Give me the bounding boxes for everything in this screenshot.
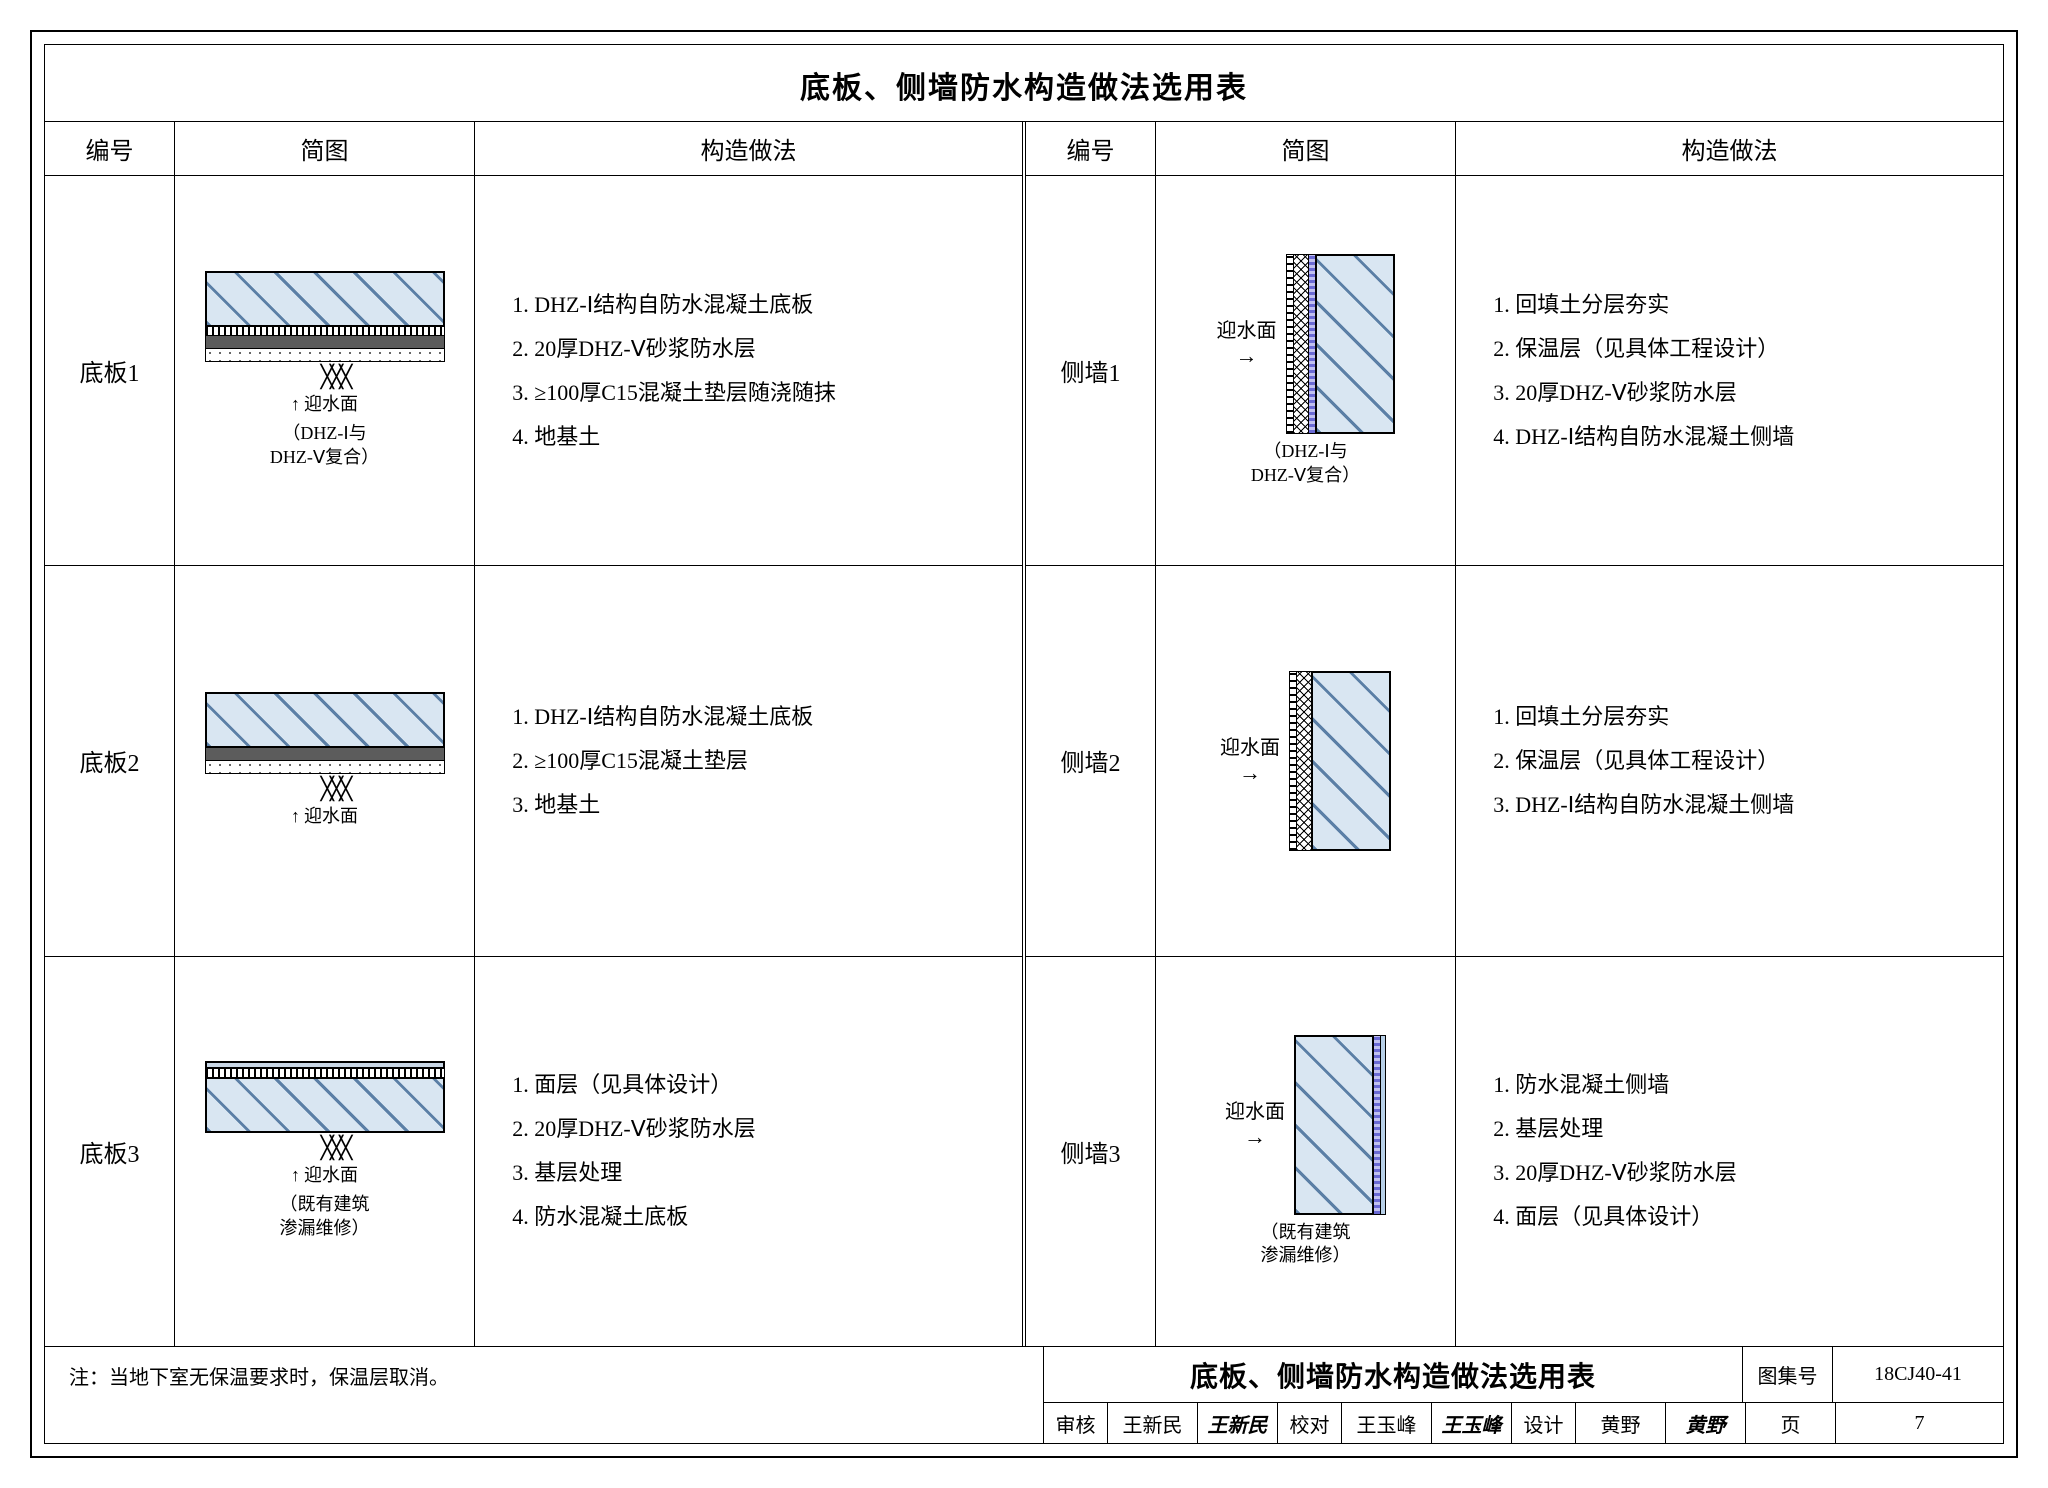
hdr-diag: 简图 — [175, 122, 475, 176]
sheet-inner: 底板、侧墙防水构造做法选用表 编号 简图 构造做法 底板1╳╳╳迎水面（DHZ-… — [44, 44, 2004, 1444]
selection-table: 编号 简图 构造做法 底板1╳╳╳迎水面（DHZ-Ⅰ与 DHZ-Ⅴ复合）DHZ-… — [45, 121, 2003, 1347]
title-block: 底板、侧墙防水构造做法选用表 图集号 18CJ40-41 审核王新民王新民校对王… — [1043, 1347, 2003, 1443]
tb-field-key: 校对 — [1278, 1403, 1342, 1443]
right-half: 编号 简图 构造做法 侧墙1迎水面→（DHZ-Ⅰ与 DHZ-Ⅴ复合）回填土分层夯… — [1022, 122, 2003, 1346]
header-row: 编号 简图 构造做法 — [1026, 122, 2003, 176]
row-id: 侧墙2 — [1026, 566, 1156, 955]
row-method: 回填土分层夯实保温层（见具体工程设计）DHZ-Ⅰ结构自防水混凝土侧墙 — [1456, 566, 2003, 955]
table-row: 侧墙2迎水面→回填土分层夯实保温层（见具体工程设计）DHZ-Ⅰ结构自防水混凝土侧… — [1026, 566, 2003, 956]
drawing-sheet: 底板、侧墙防水构造做法选用表 编号 简图 构造做法 底板1╳╳╳迎水面（DHZ-… — [30, 30, 2018, 1458]
tb-field-key: 设计 — [1512, 1403, 1576, 1443]
hdr-desc: 构造做法 — [1456, 122, 2003, 176]
hdr-desc: 构造做法 — [475, 122, 1022, 176]
row-id: 底板2 — [45, 566, 175, 955]
row-method: 防水混凝土侧墙基层处理20厚DHZ-Ⅴ砂浆防水层面层（见具体设计） — [1456, 957, 2003, 1346]
table-row: 侧墙1迎水面→（DHZ-Ⅰ与 DHZ-Ⅴ复合）回填土分层夯实保温层（见具体工程设… — [1026, 176, 2003, 566]
row-id: 侧墙3 — [1026, 957, 1156, 1346]
left-rows: 底板1╳╳╳迎水面（DHZ-Ⅰ与 DHZ-Ⅴ复合）DHZ-Ⅰ结构自防水混凝土底板… — [45, 176, 1022, 1346]
row-method: 面层（见具体设计）20厚DHZ-Ⅴ砂浆防水层基层处理防水混凝土底板 — [475, 957, 1022, 1346]
hdr-diag: 简图 — [1156, 122, 1456, 176]
hdr-id: 编号 — [1026, 122, 1156, 176]
tb-field-name: 王新民 — [1108, 1403, 1198, 1443]
row-diagram: ╳╳╳迎水面（DHZ-Ⅰ与 DHZ-Ⅴ复合） — [175, 176, 475, 565]
tb-field-name: 黄野 — [1576, 1403, 1666, 1443]
table-row: 底板2╳╳╳迎水面DHZ-Ⅰ结构自防水混凝土底板≥100厚C15混凝土垫层地基土 — [45, 566, 1022, 956]
footer: 注：当地下室无保温要求时，保温层取消。 底板、侧墙防水构造做法选用表 图集号 1… — [45, 1347, 2003, 1443]
tb-field-name: 王玉峰 — [1342, 1403, 1432, 1443]
row-diagram: ╳╳╳迎水面（既有建筑 渗漏维修） — [175, 957, 475, 1346]
tb-signatures: 审核王新民王新民校对王玉峰王玉峰设计黄野黄野页7 — [1044, 1403, 2003, 1443]
footnote: 注：当地下室无保温要求时，保温层取消。 — [45, 1347, 1043, 1443]
page-number: 7 — [1836, 1403, 2003, 1443]
row-diagram: 迎水面→（既有建筑 渗漏维修） — [1156, 957, 1456, 1346]
right-rows: 侧墙1迎水面→（DHZ-Ⅰ与 DHZ-Ⅴ复合）回填土分层夯实保温层（见具体工程设… — [1026, 176, 2003, 1346]
header-row: 编号 简图 构造做法 — [45, 122, 1022, 176]
row-diagram: 迎水面→（DHZ-Ⅰ与 DHZ-Ⅴ复合） — [1156, 176, 1456, 565]
page-label: 页 — [1746, 1403, 1836, 1443]
atlas-value: 18CJ40-41 — [1833, 1347, 2003, 1402]
atlas-label: 图集号 — [1743, 1347, 1833, 1402]
row-method: 回填土分层夯实保温层（见具体工程设计）20厚DHZ-Ⅴ砂浆防水层DHZ-Ⅰ结构自… — [1456, 176, 2003, 565]
row-diagram: ╳╳╳迎水面 — [175, 566, 475, 955]
row-id: 底板1 — [45, 176, 175, 565]
tb-title: 底板、侧墙防水构造做法选用表 — [1044, 1347, 1743, 1402]
left-half: 编号 简图 构造做法 底板1╳╳╳迎水面（DHZ-Ⅰ与 DHZ-Ⅴ复合）DHZ-… — [45, 122, 1022, 1346]
hdr-id: 编号 — [45, 122, 175, 176]
row-id: 底板3 — [45, 957, 175, 1346]
tb-field-signature: 黄野 — [1666, 1403, 1746, 1443]
tb-field-signature: 王玉峰 — [1432, 1403, 1512, 1443]
table-row: 底板3╳╳╳迎水面（既有建筑 渗漏维修）面层（见具体设计）20厚DHZ-Ⅴ砂浆防… — [45, 957, 1022, 1346]
row-method: DHZ-Ⅰ结构自防水混凝土底板≥100厚C15混凝土垫层地基土 — [475, 566, 1022, 955]
tb-field-signature: 王新民 — [1198, 1403, 1278, 1443]
row-id: 侧墙1 — [1026, 176, 1156, 565]
page-title: 底板、侧墙防水构造做法选用表 — [45, 45, 2003, 121]
tb-field-key: 审核 — [1044, 1403, 1108, 1443]
row-diagram: 迎水面→ — [1156, 566, 1456, 955]
table-row: 侧墙3迎水面→（既有建筑 渗漏维修）防水混凝土侧墙基层处理20厚DHZ-Ⅴ砂浆防… — [1026, 957, 2003, 1346]
row-method: DHZ-Ⅰ结构自防水混凝土底板20厚DHZ-Ⅴ砂浆防水层≥100厚C15混凝土垫… — [475, 176, 1022, 565]
table-row: 底板1╳╳╳迎水面（DHZ-Ⅰ与 DHZ-Ⅴ复合）DHZ-Ⅰ结构自防水混凝土底板… — [45, 176, 1022, 566]
